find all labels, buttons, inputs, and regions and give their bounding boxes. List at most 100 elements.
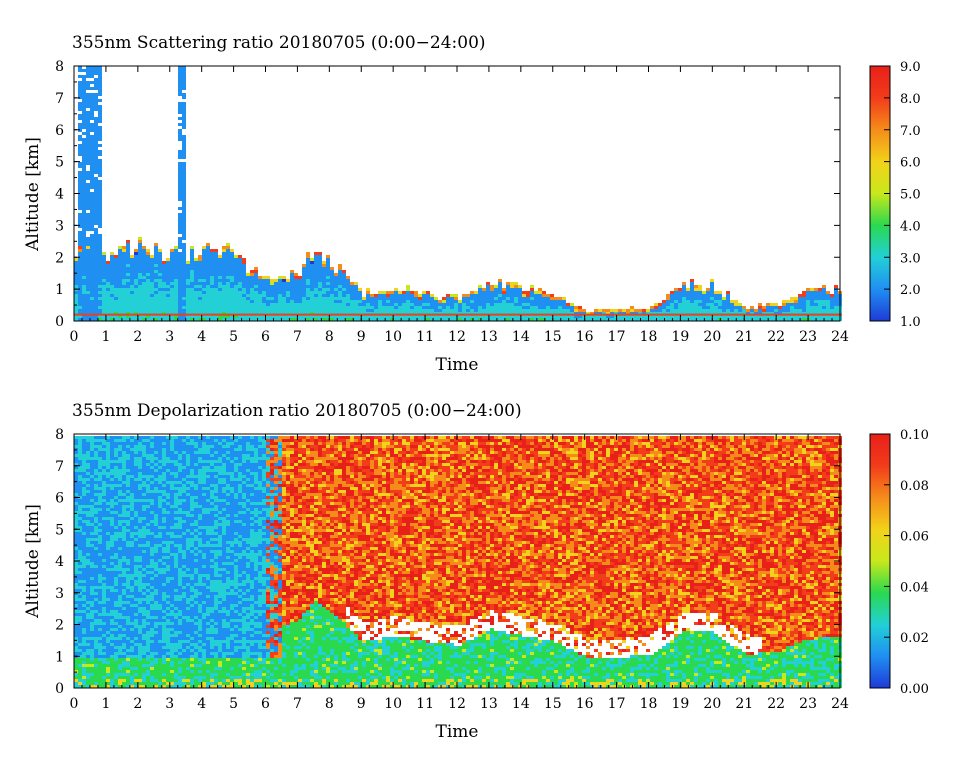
- data-cell: [450, 309, 454, 312]
- data-cell: [338, 264, 342, 267]
- data-cell: [74, 270, 78, 273]
- data-cell: [94, 300, 98, 303]
- data-cell: [82, 264, 86, 267]
- data-cell: [86, 99, 90, 102]
- data-cell: [94, 138, 98, 141]
- data-cell: [98, 99, 102, 102]
- data-cell: [78, 219, 82, 222]
- data-cell: [150, 261, 154, 264]
- data-cell: [90, 129, 94, 132]
- surface-layer-cell: [378, 314, 382, 316]
- data-cell: [254, 291, 258, 294]
- data-cell: [138, 240, 142, 243]
- data-cell: [154, 279, 158, 282]
- data-cell: [350, 297, 354, 300]
- data-cell: [118, 294, 122, 297]
- data-cell: [230, 291, 234, 294]
- data-cell: [242, 294, 246, 297]
- data-cell: [222, 291, 226, 294]
- data-cell: [94, 204, 98, 207]
- data-cell: [86, 171, 90, 174]
- scattering-ratio-panel: 355nm Scattering ratio 20180705 (0:00−24…: [23, 33, 921, 375]
- data-cell: [194, 279, 198, 282]
- data-cell: [342, 282, 346, 285]
- data-cell: [362, 306, 366, 309]
- data-cell: [94, 78, 98, 81]
- data-cell: [154, 255, 158, 258]
- data-cell: [94, 273, 98, 276]
- data-cell: [94, 99, 98, 102]
- data-cell: [198, 276, 202, 279]
- data-cell: [178, 258, 182, 261]
- data-cell: [150, 309, 154, 312]
- data-cell: [478, 288, 482, 291]
- data-cell: [78, 306, 82, 309]
- data-cell: [202, 252, 206, 255]
- data-cell: [126, 252, 130, 255]
- data-cell: [178, 72, 182, 75]
- data-cell: [178, 78, 182, 81]
- surface-layer-cell: [174, 314, 178, 316]
- data-cell: [186, 282, 190, 285]
- data-cell: [90, 300, 94, 303]
- data-cell: [98, 72, 102, 75]
- data-cell: [314, 285, 318, 288]
- data-cell: [366, 288, 370, 291]
- data-cell: [206, 276, 210, 279]
- data-cell: [182, 93, 186, 96]
- data-cell: [242, 288, 246, 291]
- data-cell: [490, 285, 494, 288]
- data-cell: [210, 255, 214, 258]
- data-cell: [230, 249, 234, 252]
- data-cell: [178, 192, 182, 195]
- data-cell: [90, 288, 94, 291]
- data-cell: [270, 294, 274, 297]
- data-cell: [314, 297, 318, 300]
- data-cell: [270, 279, 274, 282]
- data-cell: [138, 309, 142, 312]
- data-cell: [374, 306, 378, 309]
- data-cell: [94, 267, 98, 270]
- data-cell: [414, 297, 418, 300]
- data-cell: [166, 306, 170, 309]
- data-cell: [222, 252, 226, 255]
- data-cell: [82, 156, 86, 159]
- data-cell: [154, 309, 158, 312]
- data-cell: [182, 180, 186, 183]
- data-cell: [322, 294, 326, 297]
- data-cell: [326, 264, 330, 267]
- data-cell: [278, 294, 282, 297]
- data-cell: [318, 291, 322, 294]
- data-cell: [454, 300, 458, 303]
- data-cell: [314, 261, 318, 264]
- data-cell: [406, 306, 410, 309]
- data-cell: [514, 306, 518, 309]
- data-cell: [190, 303, 194, 306]
- data-cell: [90, 135, 94, 138]
- data-cell: [146, 279, 150, 282]
- data-cell: [78, 309, 82, 312]
- surface-layer-cell: [354, 314, 358, 316]
- data-cell: [378, 294, 382, 297]
- data-cell: [386, 300, 390, 303]
- data-cell: [254, 300, 258, 303]
- data-cell: [106, 288, 110, 291]
- data-cell: [82, 177, 86, 180]
- data-cell: [354, 288, 358, 291]
- data-cell: [98, 279, 102, 282]
- data-cell: [198, 303, 202, 306]
- data-cell: [322, 261, 326, 264]
- data-cell: [94, 81, 98, 84]
- data-cell: [82, 111, 86, 114]
- data-cell: [354, 294, 358, 297]
- data-cell: [134, 303, 138, 306]
- data-cell: [430, 306, 434, 309]
- data-cell: [194, 306, 198, 309]
- surface-layer-cell: [318, 314, 322, 316]
- data-cell: [210, 249, 214, 252]
- data-cell: [170, 306, 174, 309]
- data-cell: [178, 228, 182, 231]
- data-cell: [402, 306, 406, 309]
- data-cell: [330, 276, 334, 279]
- data-cell: [334, 303, 338, 306]
